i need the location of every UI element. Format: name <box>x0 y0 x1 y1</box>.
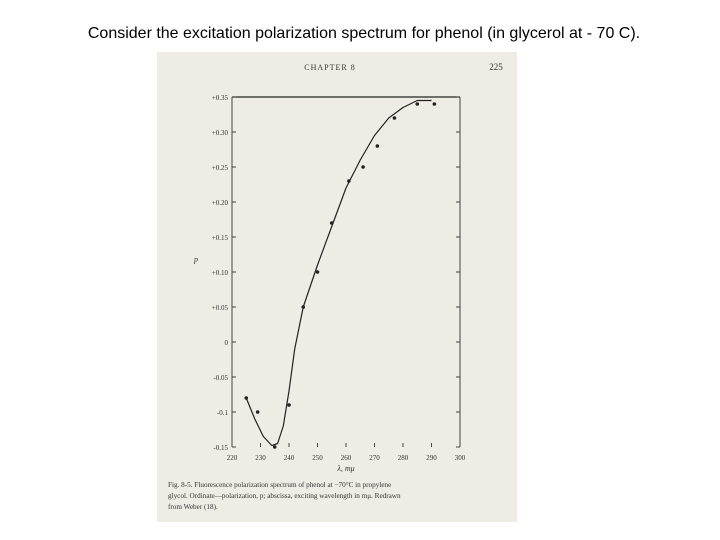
data-point <box>375 144 380 148</box>
x-tick-label: 220 <box>227 454 238 462</box>
running-head: CHAPTER 8 <box>304 63 355 72</box>
x-tick-label: 230 <box>255 454 266 462</box>
y-tick-label: 0 <box>225 339 229 347</box>
y-tick-label: +0.20 <box>212 199 229 207</box>
scan-background <box>157 52 517 522</box>
data-point <box>255 410 260 414</box>
data-point <box>392 116 397 120</box>
page-number: 225 <box>489 62 503 72</box>
caption-line: glycol. Ordinate—polarization, p; abscis… <box>168 492 401 500</box>
y-axis-label: p <box>193 255 198 264</box>
data-point <box>287 403 291 407</box>
data-point <box>315 270 320 274</box>
x-tick-label: 300 <box>455 454 466 462</box>
y-tick-label: +0.05 <box>212 304 229 312</box>
y-tick-label: +0.25 <box>212 164 229 172</box>
caption-line: Fig. 8-5. Fluorescence polarization spec… <box>168 481 391 489</box>
data-point <box>415 102 420 106</box>
data-point <box>432 102 437 106</box>
x-tick-label: 280 <box>398 454 409 462</box>
y-tick-label: +0.10 <box>212 269 229 277</box>
x-tick-label: 260 <box>341 454 352 462</box>
y-tick-label: +0.35 <box>212 94 229 102</box>
x-axis-label: λ, mμ <box>336 464 354 473</box>
fitted-curve <box>245 99 432 447</box>
x-tick-label: 270 <box>369 454 380 462</box>
y-tick-label: +0.15 <box>212 234 229 242</box>
y-tick-label: +0.30 <box>212 129 229 137</box>
data-point <box>361 165 365 169</box>
y-tick-label: -0.1 <box>217 409 229 417</box>
x-tick-label: 250 <box>312 454 323 462</box>
data-point <box>272 445 277 449</box>
heading: Consider the excitation polarization spe… <box>88 25 640 42</box>
y-tick-label: -0.05 <box>213 374 228 382</box>
x-tick-label: 290 <box>426 454 437 462</box>
x-tick-label: 240 <box>284 454 295 462</box>
caption-line: from Weber (18). <box>168 503 218 511</box>
y-tick-label: -0.15 <box>213 444 228 452</box>
